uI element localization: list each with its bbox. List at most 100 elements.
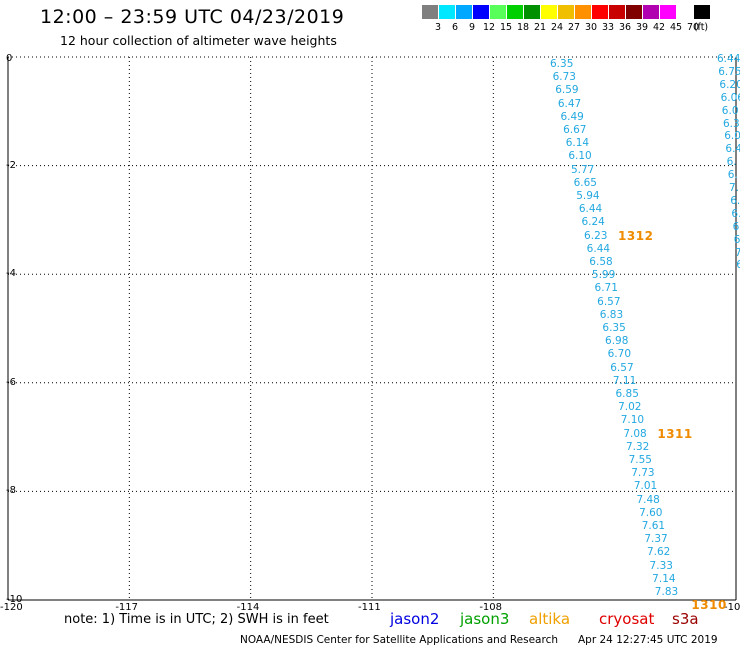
wave-height-label: 7.60 <box>639 506 663 519</box>
wave-height-label: 6.85 <box>615 388 639 400</box>
wave-height-label: 7.11 <box>612 374 637 387</box>
wave-height-label: 6.24 <box>581 216 605 229</box>
color-scale-label: 30 <box>584 22 598 33</box>
satellite-name-jason2: jason2 <box>390 610 440 628</box>
wave-height-label: 6.0 <box>724 130 740 143</box>
color-scale-label: 27 <box>567 22 581 33</box>
latitude-tick-label: -10 <box>6 594 23 605</box>
wave-height-label: 6.70 <box>607 348 632 361</box>
longitude-tick-label: -111 <box>358 602 381 613</box>
wave-height-label: 6.67 <box>563 124 587 136</box>
color-swatch <box>643 5 659 19</box>
color-swatch <box>575 5 591 19</box>
wave-height-label: 6.44 <box>586 242 611 255</box>
wave-height-label: 6.3 <box>723 117 740 130</box>
wave-height-label: 7.32 <box>625 440 650 453</box>
color-swatch <box>626 5 642 19</box>
color-swatch <box>490 5 506 19</box>
color-scale-unit: (ft) <box>693 22 709 33</box>
wave-height-label: 6. <box>733 233 740 246</box>
color-scale-label: 3 <box>434 22 442 33</box>
color-swatch <box>660 5 676 19</box>
wave-height-label: 6.35 <box>602 322 626 334</box>
wave-height-label: 7.62 <box>646 546 671 559</box>
color-swatch <box>473 5 489 19</box>
wave-height-label: 6.4 <box>725 143 740 156</box>
wave-height-label: 7. <box>735 246 740 259</box>
wave-height-label: 7.55 <box>628 454 652 466</box>
generation-timestamp: Apr 24 12:27:45 UTC 2019 <box>578 634 718 646</box>
wave-height-label: 6.10 <box>568 150 592 163</box>
wave-height-label: 6.20 <box>719 78 740 91</box>
wave-height-label: 5.94 <box>576 190 600 202</box>
wave-height-label: 6. <box>736 259 740 272</box>
color-swatch <box>609 5 625 19</box>
wave-height-label: 6. <box>732 220 740 233</box>
wave-height-label: 6.49 <box>560 110 584 123</box>
wave-height-label: 6.83 <box>599 308 624 321</box>
wave-height-label: 5.77 <box>570 163 595 176</box>
color-scale-label: 36 <box>618 22 632 33</box>
wave-height-label: 7.14 <box>652 572 676 585</box>
wave-height-label: 7. <box>729 182 740 194</box>
wave-height-label: 6.57 <box>597 295 621 308</box>
color-swatch <box>558 5 574 19</box>
wave-height-label: 6.23 <box>584 229 608 242</box>
wave-height-label: 6.44 <box>578 203 603 216</box>
color-scale-label: 70 <box>686 22 700 33</box>
color-swatch <box>677 5 693 19</box>
satellite-name-jason3: jason3 <box>460 610 510 628</box>
color-scale-label: 45 <box>669 22 683 33</box>
color-swatch <box>694 5 710 19</box>
latitude-tick-label: -4 <box>6 268 16 280</box>
color-swatch <box>456 5 472 19</box>
wave-height-label: 6.47 <box>557 97 582 110</box>
color-scale-label: 33 <box>601 22 615 33</box>
color-scale-label: 21 <box>533 22 547 33</box>
pass-time-label: 1310 <box>691 598 727 613</box>
longitude-tick-label: -114 <box>236 602 260 613</box>
wave-height-label: 7.61 <box>641 520 666 532</box>
wave-height-label: 6.35 <box>550 58 574 70</box>
color-swatch <box>541 5 557 19</box>
color-scale-label: 42 <box>652 22 666 33</box>
color-swatch <box>422 5 438 19</box>
wave-height-label: 6. <box>731 207 740 220</box>
wave-height-label: 6.58 <box>589 256 613 268</box>
satellite-name-altika: altika <box>529 610 571 628</box>
wave-height-label: 7.73 <box>631 467 655 480</box>
latitude-tick-label: -2 <box>6 159 16 171</box>
wave-height-label: 6.44 <box>717 53 740 65</box>
wave-height-label: 6. <box>730 194 740 207</box>
wave-height-label: 7.33 <box>649 559 673 572</box>
wave-height-label: 5.99 <box>591 269 616 282</box>
wave-height-label: 7.37 <box>644 533 668 546</box>
color-scale-label: 12 <box>482 22 496 33</box>
map-title: 12:00 – 23:59 UTC 04/23/2019 <box>40 6 345 28</box>
pass-time-label: 1312 <box>618 228 654 243</box>
wave-height-label: 6.06 <box>720 91 740 104</box>
map-subtitle: 12 hour collection of altimeter wave hei… <box>60 33 337 48</box>
color-swatch <box>524 5 540 19</box>
credit-text: NOAA/NESDIS Center for Satellite Applica… <box>240 634 558 646</box>
longitude-tick-label: -10 <box>724 602 740 613</box>
color-scale-label: 24 <box>550 22 564 33</box>
color-swatch <box>439 5 455 19</box>
color-scale-label: 9 <box>468 22 476 33</box>
wave-height-label: 6.14 <box>565 137 590 150</box>
wave-height-label: 7.01 <box>633 480 658 493</box>
wave-height-label: 6.65 <box>573 176 597 189</box>
color-swatch <box>507 5 523 19</box>
latitude-tick-label: 0 <box>6 53 13 64</box>
latitude-tick-label: -6 <box>6 376 16 388</box>
latitude-tick-label: -8 <box>6 485 16 497</box>
color-scale-label: 39 <box>635 22 649 33</box>
wave-height-label: 6.73 <box>552 71 576 84</box>
satellite-name-cryosat: cryosat <box>599 610 655 628</box>
footnote: note: 1) Time is in UTC; 2) SWH is in fe… <box>64 612 329 627</box>
satellite-name-s3a: s3a <box>672 610 699 628</box>
wave-height-label: 6. <box>727 169 738 182</box>
wave-height-label: 6.57 <box>610 361 634 374</box>
wave-height-label: 6.59 <box>555 84 579 97</box>
